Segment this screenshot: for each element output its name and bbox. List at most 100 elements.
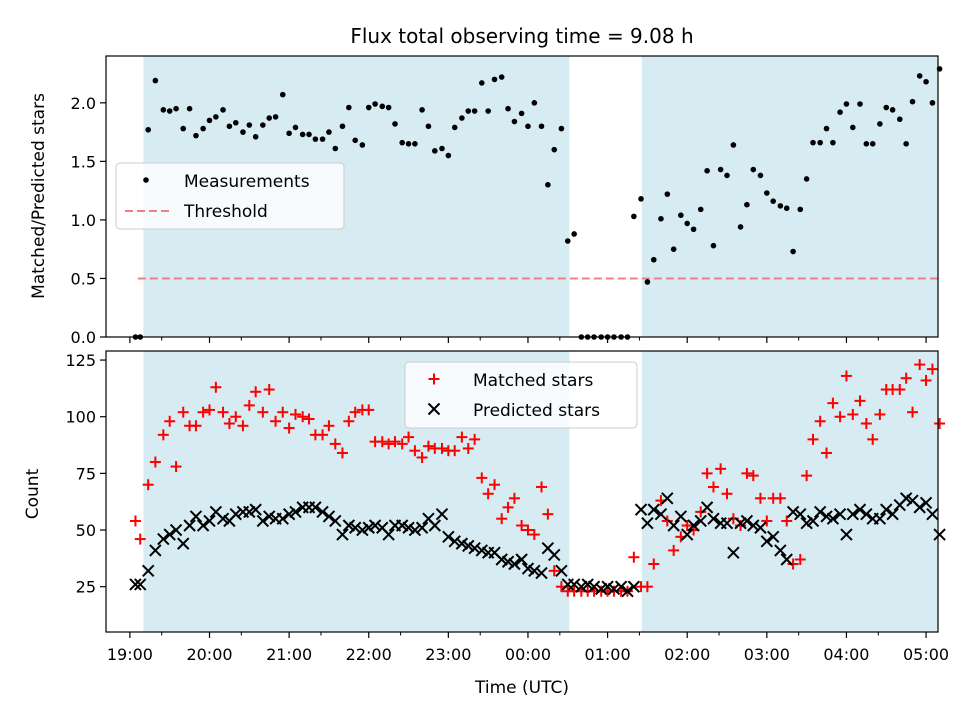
measurement-point (896, 116, 903, 123)
legend-predicted-marker (427, 402, 441, 416)
count-y-tick-label: 25 (76, 578, 96, 597)
predicted-point (189, 510, 203, 523)
measurement-point (678, 212, 684, 219)
measurement-point (432, 148, 438, 154)
measurement-point (339, 123, 346, 130)
matched-point (516, 519, 528, 531)
matched-point (409, 445, 421, 457)
measurement-point (498, 74, 505, 80)
matched-point (715, 463, 727, 475)
matched-point (134, 533, 146, 545)
legend-measurements-marker (143, 177, 149, 183)
predicted-point (587, 580, 601, 593)
predicted-point (528, 564, 541, 578)
predicted-point (846, 507, 860, 521)
predicted-point (786, 505, 800, 519)
measurement-point (770, 198, 776, 204)
matched-point (754, 492, 766, 504)
measurement-point (538, 123, 545, 130)
x-tick-label: 04:00 (823, 645, 869, 664)
measurement-point (465, 108, 472, 114)
predicted-point (740, 514, 754, 528)
matched-point (317, 429, 329, 441)
matched-point (329, 438, 341, 450)
measurement-point (471, 108, 478, 114)
count-y-tick-label: 50 (76, 521, 96, 540)
measurement-point (670, 246, 677, 252)
predicted-point (203, 514, 216, 528)
predicted-point (169, 523, 183, 537)
predicted-point (747, 519, 760, 532)
ratio-y-axis-label: Matched/Predicted stars (29, 93, 49, 299)
matched-point (840, 370, 852, 382)
count-legend: Matched stars Predicted stars (404, 361, 638, 429)
measurement-point (445, 152, 452, 159)
measurement-point (419, 107, 425, 113)
matched-point (827, 397, 839, 409)
predicted-point (873, 512, 887, 525)
x-tick-label: 03:00 (744, 645, 790, 664)
measurement-point (531, 100, 538, 106)
measurement-point (883, 104, 890, 111)
matched-point (907, 406, 919, 418)
predicted-point (316, 505, 329, 519)
measurement-point (810, 139, 816, 146)
matched-point (695, 506, 707, 518)
predicted-point (336, 528, 349, 541)
predicted-point (177, 537, 190, 550)
predicted-point (468, 541, 481, 555)
predicted-point (700, 501, 714, 514)
measurement-point (638, 196, 644, 202)
matched-point (814, 415, 826, 427)
predicted-point (129, 578, 142, 591)
matched-point (707, 481, 719, 493)
ratio-legend: Measurements Threshold (115, 162, 345, 230)
measurement-point (744, 201, 750, 208)
ratio-y-tick-label: 0.0 (71, 328, 96, 347)
predicted-point (794, 507, 807, 521)
measurement-point (299, 131, 306, 138)
matched-point (277, 406, 289, 418)
measurement-point (757, 172, 764, 179)
predicted-point (415, 521, 429, 534)
predicted-point (780, 553, 793, 566)
matched-point (860, 418, 872, 430)
matched-point (157, 429, 169, 441)
predicted-point (157, 532, 170, 546)
predicted-point (183, 519, 196, 532)
matched-point (761, 515, 773, 527)
measurement-point (252, 133, 259, 140)
measurement-point (346, 104, 352, 111)
matched-point (522, 524, 534, 536)
measurement-point (405, 141, 412, 147)
x-axis-label: Time (UTC) (474, 678, 569, 698)
matched-point (681, 519, 693, 531)
matched-point (628, 551, 640, 563)
measurement-point (193, 132, 199, 139)
x-tick-label: 02:00 (664, 645, 710, 664)
predicted-point (435, 507, 449, 521)
predicted-point (766, 530, 780, 544)
measurement-point (750, 166, 757, 173)
measurement-point (292, 124, 299, 131)
predicted-point (634, 503, 648, 516)
predicted-point (515, 553, 528, 566)
predicted-point (442, 530, 455, 544)
measurement-point (240, 129, 246, 135)
matched-point (482, 488, 494, 500)
matched-point (489, 479, 501, 491)
predicted-point (621, 585, 634, 598)
matched-point (237, 420, 249, 432)
predicted-point (760, 535, 774, 548)
matched-point (403, 431, 415, 443)
measurement-point (160, 107, 167, 113)
measurement-point (929, 100, 936, 106)
matched-point (217, 406, 229, 418)
predicted-point (448, 535, 461, 548)
matched-point (422, 440, 434, 452)
count-panel-frame (105, 350, 939, 633)
matched-point (900, 372, 912, 384)
matched-point (807, 433, 819, 445)
matched-point (508, 492, 520, 504)
measurement-point (564, 238, 571, 244)
